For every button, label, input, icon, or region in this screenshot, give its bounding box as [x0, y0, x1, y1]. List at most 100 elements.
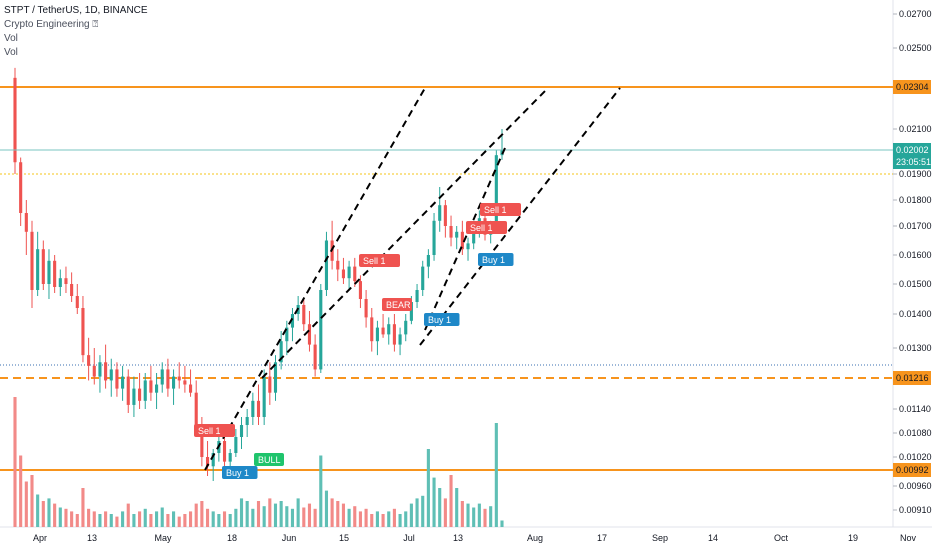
candle-body: [172, 376, 176, 389]
candle-body: [19, 162, 23, 213]
candle-body: [285, 327, 289, 342]
volume-bar: [404, 511, 408, 527]
volume-bar: [313, 508, 317, 527]
volume-bar: [347, 508, 351, 527]
volume-bar: [364, 508, 368, 527]
signal-label-sell: [194, 424, 235, 437]
volume-bar: [500, 520, 504, 527]
volume-bar: [438, 488, 442, 527]
y-tick-label: 0.01900: [899, 169, 932, 179]
candle-body: [432, 220, 436, 255]
volume-bar: [205, 508, 210, 527]
candle-body: [426, 255, 430, 267]
y-tick-label: 0.01140: [899, 404, 931, 414]
candle-body: [449, 226, 453, 238]
volume-bar: [172, 511, 176, 527]
volume-bar: [115, 516, 119, 527]
candle-body: [200, 425, 204, 457]
y-tick-label: 0.02100: [899, 124, 932, 134]
trendline: [204, 87, 426, 471]
candle-body: [104, 362, 108, 381]
volume-bar: [375, 511, 379, 527]
signal-label-bull: [254, 453, 284, 466]
volume-bar: [98, 514, 102, 527]
volume-bar: [234, 508, 238, 527]
volume-bar: [53, 503, 57, 527]
candle-body: [381, 327, 385, 335]
candle-body: [262, 376, 266, 417]
volume-bar: [268, 498, 272, 527]
volume-bar: [217, 514, 221, 527]
candle-body: [273, 362, 278, 393]
volume-bar: [370, 514, 374, 527]
candle-body: [36, 249, 40, 290]
candle-body: [30, 231, 34, 290]
volume-bar: [251, 508, 255, 527]
x-tick-label: 14: [708, 533, 718, 543]
candle-body: [398, 334, 402, 345]
volume-bar: [92, 511, 96, 527]
volume-bar: [13, 397, 17, 527]
indicator-crypto-engineering[interactable]: Crypto Engineering ⍰: [4, 19, 99, 30]
volume-bar: [30, 475, 34, 527]
candle-body: [358, 281, 362, 299]
x-tick-label: May: [154, 533, 172, 543]
volume-bar: [302, 507, 306, 527]
x-tick-label: 18: [227, 533, 237, 543]
candle-body: [460, 231, 464, 250]
candle-body: [245, 417, 249, 425]
volume-bar: [398, 514, 402, 527]
candle-body: [222, 441, 227, 462]
candle-body: [336, 260, 340, 270]
indicator-vol-2[interactable]: Vol: [4, 47, 18, 58]
candle-body: [166, 369, 170, 389]
candle-body: [205, 457, 210, 467]
candle-body: [13, 77, 17, 163]
volume-bar: [455, 488, 459, 527]
y-tick-label: 0.01700: [899, 221, 932, 231]
level-tag: [893, 463, 931, 477]
candle-body: [313, 344, 317, 370]
y-tick-label: 0.01800: [899, 195, 932, 205]
volume-bar: [194, 503, 198, 527]
volume-bar: [160, 507, 164, 527]
volume-bar: [188, 511, 193, 527]
level-tag-label: 0.00992: [896, 465, 929, 475]
signal-label-sell: [480, 203, 521, 216]
candle-body: [438, 205, 442, 221]
y-tick-label: 0.00960: [899, 481, 932, 491]
volume-bar: [449, 475, 453, 527]
volume-bar: [245, 501, 249, 527]
last-price-label: 0.02002: [896, 145, 929, 155]
x-tick-label: 19: [848, 533, 858, 543]
volume-bar: [415, 498, 419, 527]
y-tick-label: 0.02700: [899, 9, 932, 19]
signal-label-buy: [424, 313, 460, 326]
trendline: [261, 87, 549, 379]
x-tick-label: 15: [339, 533, 349, 543]
level-tag-label: 0.01216: [896, 373, 929, 383]
volume-bar: [392, 508, 396, 527]
indicator-vol[interactable]: Vol: [4, 33, 18, 44]
y-tick-label: 0.01080: [899, 428, 932, 438]
volume-bar: [296, 498, 300, 527]
signal-label-text: Sell 1: [198, 426, 221, 436]
candle-body: [409, 302, 413, 321]
candle-body: [188, 384, 193, 393]
candle-body: [256, 400, 261, 417]
volume-bar: [460, 501, 464, 527]
volume-bar: [477, 503, 481, 527]
volume-bar: [104, 511, 108, 527]
candle-body: [24, 213, 28, 232]
volume-bar: [285, 506, 289, 527]
signal-label-text: Buy 1: [482, 255, 505, 265]
volume-bar: [166, 514, 170, 527]
volume-bar: [24, 481, 28, 527]
candle-body: [319, 290, 323, 370]
candle-body: [268, 376, 272, 393]
candle-body: [290, 314, 295, 328]
x-tick-label: Jul: [403, 533, 415, 543]
volume-bar: [443, 498, 447, 527]
volume-bar: [409, 503, 413, 527]
